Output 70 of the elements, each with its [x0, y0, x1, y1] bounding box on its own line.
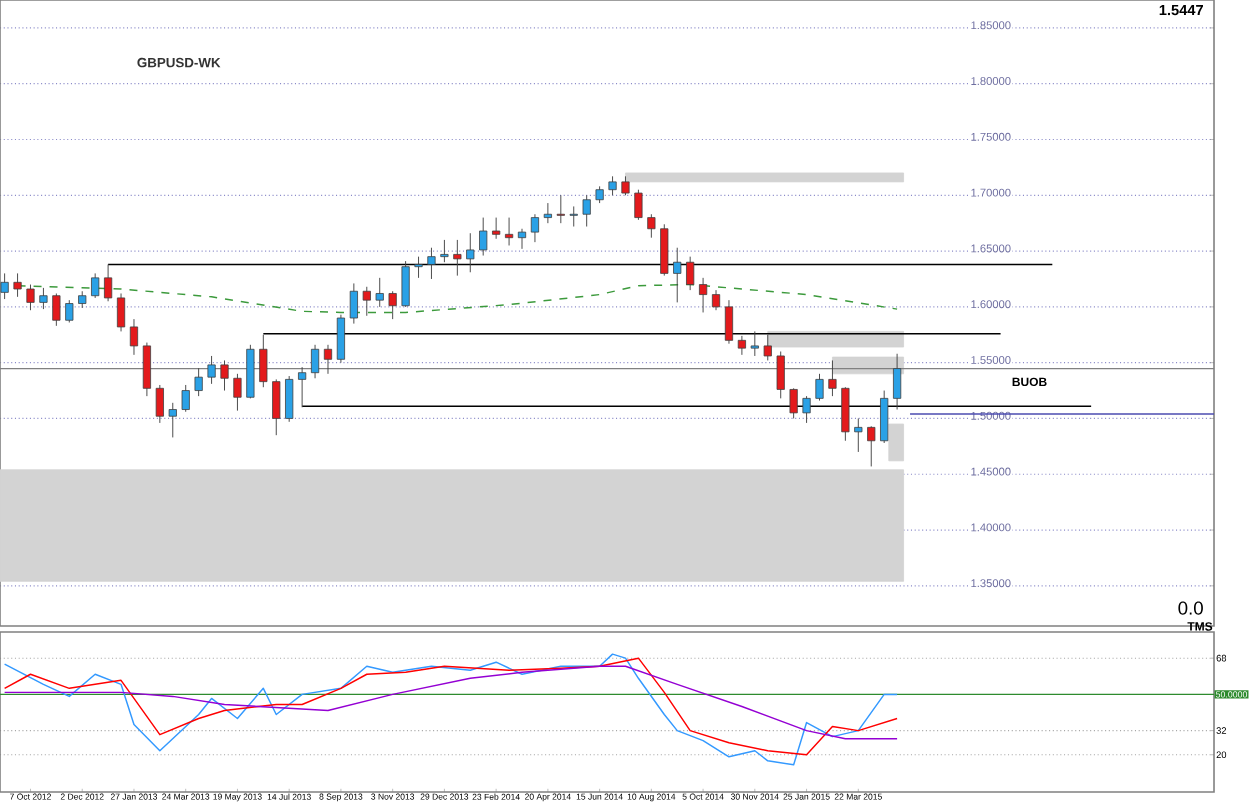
candlestick — [686, 256, 695, 291]
candlestick — [362, 286, 371, 317]
candlestick — [698, 277, 708, 313]
candlestick — [504, 217, 514, 246]
line-series — [3, 665, 898, 740]
candlestick — [556, 194, 565, 224]
candlestick — [298, 366, 307, 408]
candlestick — [660, 223, 669, 277]
candlestick — [349, 282, 358, 325]
candlestick — [880, 390, 889, 444]
candlestick — [724, 299, 734, 345]
candlestick — [543, 202, 552, 224]
candlestick — [647, 213, 656, 239]
candlestick — [776, 351, 785, 399]
candlestick — [0, 272, 9, 300]
candlestick — [789, 387, 798, 419]
candlestick — [750, 330, 759, 357]
candlestick — [104, 264, 113, 302]
candlestick — [155, 384, 164, 424]
candlestick — [828, 359, 837, 397]
candlestick — [116, 293, 126, 332]
candlestick — [129, 318, 139, 356]
candlestick — [763, 334, 772, 361]
candlestick — [233, 373, 242, 412]
candlestick — [39, 287, 48, 310]
candlestick — [867, 425, 876, 467]
candlestick — [427, 247, 436, 280]
candlestick — [207, 355, 216, 385]
candlestick — [492, 217, 501, 240]
candlestick — [466, 232, 475, 273]
candlestick — [13, 272, 22, 298]
candlestick — [414, 256, 423, 279]
candlestick — [323, 344, 333, 375]
candlestick — [530, 213, 540, 243]
candlestick — [673, 247, 682, 303]
candlestick — [310, 344, 320, 379]
candlestick — [893, 353, 902, 410]
candlestick — [181, 384, 190, 413]
candlestick — [479, 217, 488, 257]
candlestick — [336, 314, 346, 364]
candlestick — [815, 373, 824, 402]
candlestick — [453, 239, 462, 277]
candlestick — [802, 395, 811, 424]
candlestick — [737, 335, 746, 356]
candlestick — [388, 290, 397, 320]
candlestick — [401, 260, 410, 308]
candlestick — [26, 284, 35, 311]
candlestick — [582, 194, 591, 227]
candlestick — [259, 334, 268, 388]
candlestick — [272, 378, 281, 436]
candlestick — [246, 344, 255, 399]
candlestick — [621, 175, 630, 196]
candlestick — [285, 375, 294, 423]
candlestick — [517, 228, 527, 250]
candlestick — [711, 289, 721, 311]
candlestick — [194, 367, 203, 397]
candlestick — [375, 277, 384, 308]
candlestick — [52, 293, 61, 327]
candlestick — [841, 386, 850, 442]
candlestick — [65, 299, 74, 323]
candlestick — [634, 189, 643, 221]
candlestick — [142, 342, 151, 397]
annotation: 0.0 — [1178, 601, 1203, 615]
candlestick — [569, 205, 578, 227]
candlestick — [168, 402, 177, 438]
candlestick — [220, 359, 229, 392]
candlestick — [854, 417, 863, 453]
candlestick — [91, 272, 100, 299]
candlestick — [440, 239, 449, 263]
candlestick — [608, 175, 617, 196]
